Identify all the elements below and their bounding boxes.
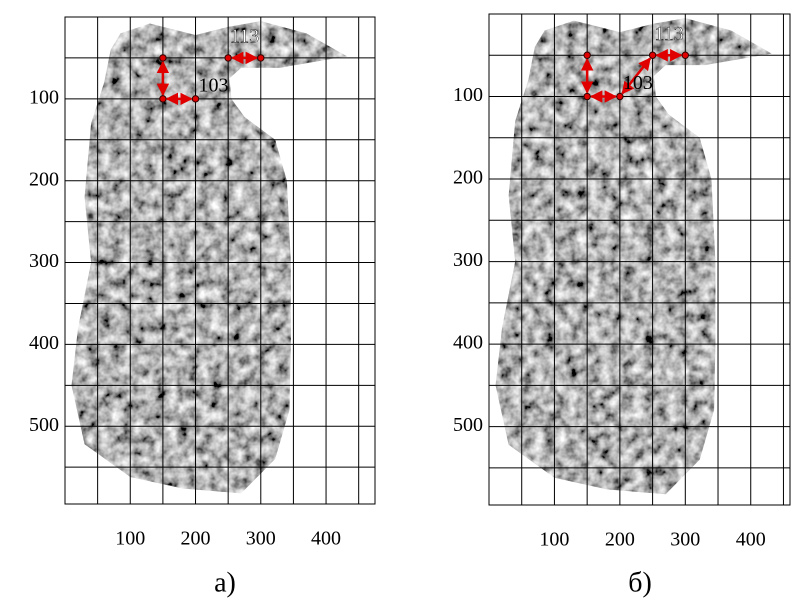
terrain-image [495, 18, 772, 495]
path-point [159, 54, 167, 62]
y-tick-label: 200 [453, 167, 483, 189]
y-tick-label: 400 [453, 332, 483, 354]
x-tick-label: 200 [605, 529, 635, 551]
path-point [616, 92, 624, 101]
path-point [191, 95, 200, 103]
x-tick-label: 100 [539, 529, 569, 551]
plot-frame [488, 13, 791, 506]
x-tick-label: 300 [246, 528, 276, 550]
path-point [681, 51, 690, 59]
path-point [224, 54, 232, 62]
path-point [583, 51, 591, 59]
y-tick-label: 500 [453, 414, 483, 436]
y-tick-label: 300 [453, 249, 483, 271]
y-tick-label: 100 [29, 86, 59, 108]
path-point [583, 92, 591, 101]
terrain-image [71, 21, 347, 494]
y-tick-label: 100 [453, 84, 483, 106]
path-point [257, 54, 265, 62]
annotation: 103 [199, 74, 229, 96]
annotation: 113 [230, 26, 259, 48]
annotation: 113 [654, 23, 683, 45]
y-tick-label: 400 [29, 332, 59, 354]
y-tick-label: 200 [29, 168, 59, 190]
x-tick-label: 200 [181, 528, 211, 550]
x-tick-label: 400 [736, 529, 766, 551]
panel-label: а) [214, 567, 236, 598]
x-tick-label: 300 [670, 529, 700, 551]
path-point [159, 95, 167, 103]
annotation: 103 [623, 72, 653, 94]
path-point [648, 51, 657, 59]
x-tick-label: 400 [311, 528, 341, 550]
panel-label: б) [628, 567, 652, 598]
path-segment [621, 57, 652, 95]
x-tick-label: 100 [115, 528, 145, 550]
y-tick-label: 300 [29, 250, 59, 272]
plot-frame [64, 16, 376, 505]
y-tick-label: 500 [29, 414, 59, 436]
